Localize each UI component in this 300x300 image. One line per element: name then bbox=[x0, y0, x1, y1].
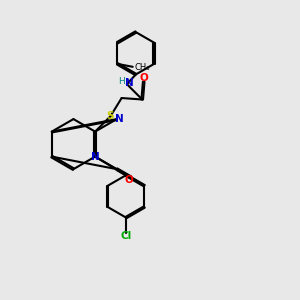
Text: N: N bbox=[91, 152, 100, 162]
Text: H: H bbox=[118, 77, 125, 86]
Text: CH₃: CH₃ bbox=[134, 63, 150, 72]
Text: O: O bbox=[139, 73, 148, 83]
Text: N: N bbox=[115, 114, 124, 124]
Text: S: S bbox=[107, 111, 114, 121]
Text: Cl: Cl bbox=[120, 231, 132, 242]
Text: N: N bbox=[125, 78, 134, 88]
Text: O: O bbox=[125, 175, 134, 184]
